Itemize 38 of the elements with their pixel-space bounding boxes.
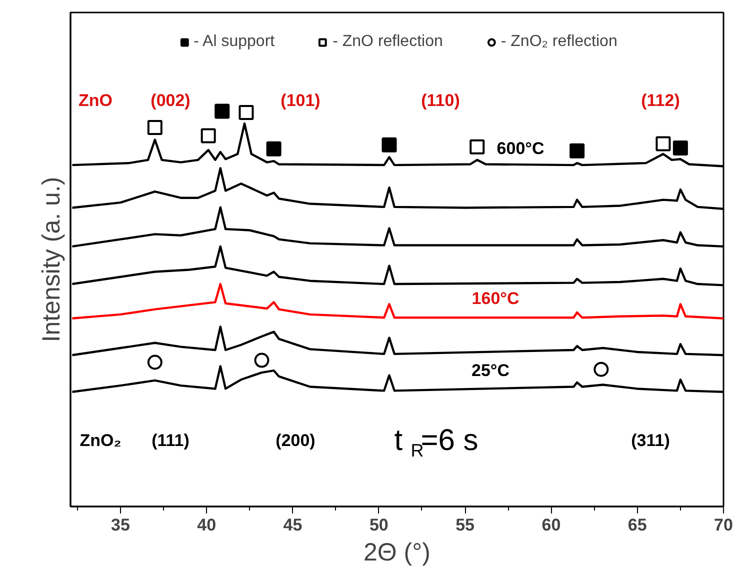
x-axis-title: 2Θ (°)	[364, 538, 430, 566]
x-tick-label: 50	[369, 516, 388, 534]
annotation: (311)	[631, 431, 670, 450]
annotation: 25°C	[472, 361, 510, 380]
x-tick-label: 45	[283, 516, 302, 534]
legend-label: - ZnO reflection	[332, 33, 443, 51]
point	[238, 104, 254, 120]
x-tick-label: 55	[456, 516, 475, 534]
annotation: 600°C	[496, 139, 544, 158]
x-tick-label: 60	[542, 516, 561, 534]
point	[214, 104, 230, 119]
x-tick-label: 35	[111, 516, 130, 534]
point	[200, 128, 216, 144]
x-tick-label: 65	[628, 516, 647, 534]
point	[470, 139, 485, 154]
point	[147, 354, 162, 370]
x-tick-label: 70	[714, 516, 733, 534]
point	[594, 362, 609, 377]
point	[672, 140, 688, 156]
x-tick-label: 40	[197, 516, 216, 534]
point	[570, 143, 585, 158]
point	[656, 136, 671, 152]
legend-label: - Al support	[194, 33, 275, 51]
text: (002)	[150, 91, 190, 110]
text: ZnO	[78, 91, 113, 110]
y-axis-title: Intensity (a. u.)	[38, 176, 66, 342]
annotation: (200)	[276, 431, 316, 450]
annotation: 160°C	[472, 289, 520, 308]
point	[382, 137, 397, 152]
legend-label: - ZnO₂ reflection	[500, 33, 618, 51]
annotation: ZnO₂	[80, 431, 122, 450]
point	[266, 141, 282, 156]
text: (101)	[280, 91, 320, 110]
point	[254, 352, 270, 368]
annotation: (111)	[152, 431, 190, 450]
text: (112)	[641, 91, 680, 110]
text: (110)	[421, 91, 460, 110]
point	[147, 120, 162, 136]
